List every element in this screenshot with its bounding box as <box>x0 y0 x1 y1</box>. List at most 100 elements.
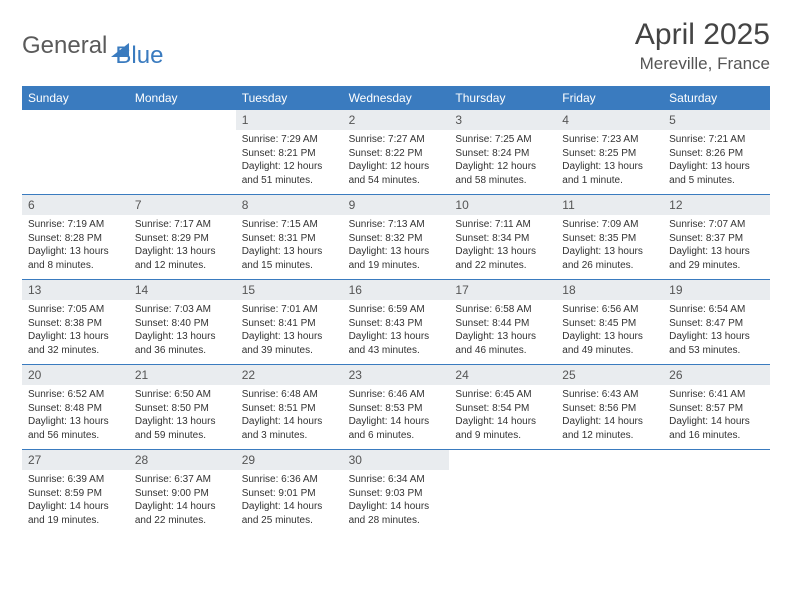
day-cell: 9Sunrise: 7:13 AMSunset: 8:32 PMDaylight… <box>343 195 450 279</box>
daylight-line: Daylight: 13 hours and 1 minute. <box>562 160 657 187</box>
sunrise-line: Sunrise: 6:58 AM <box>455 303 550 317</box>
sunrise-line: Sunrise: 7:09 AM <box>562 218 657 232</box>
day-cell: 13Sunrise: 7:05 AMSunset: 8:38 PMDayligh… <box>22 280 129 364</box>
daylight-line: Daylight: 14 hours and 12 minutes. <box>562 415 657 442</box>
day-number: 11 <box>556 195 663 215</box>
day-number: 30 <box>343 450 450 470</box>
day-cell: 5Sunrise: 7:21 AMSunset: 8:26 PMDaylight… <box>663 110 770 194</box>
day-cell: 8Sunrise: 7:15 AMSunset: 8:31 PMDaylight… <box>236 195 343 279</box>
sunrise-line: Sunrise: 7:03 AM <box>135 303 230 317</box>
sunrise-line: Sunrise: 6:43 AM <box>562 388 657 402</box>
sunset-line: Sunset: 8:37 PM <box>669 232 764 246</box>
day-number: 1 <box>236 110 343 130</box>
sunrise-line: Sunrise: 6:48 AM <box>242 388 337 402</box>
sunrise-line: Sunrise: 7:01 AM <box>242 303 337 317</box>
daylight-line: Daylight: 12 hours and 58 minutes. <box>455 160 550 187</box>
sunrise-line: Sunrise: 6:37 AM <box>135 473 230 487</box>
sunrise-line: Sunrise: 6:54 AM <box>669 303 764 317</box>
day-number: 2 <box>343 110 450 130</box>
daylight-line: Daylight: 13 hours and 46 minutes. <box>455 330 550 357</box>
day-cell: 1 Sunrise: 7:29 AMSunset: 8:21 PMDaylight… <box>236 110 343 194</box>
day-cell: 11Sunrise: 7:09 AMSunset: 8:35 PMDayligh… <box>556 195 663 279</box>
day-cell: 17 Sunrise: 6:58 AMSunset: 8:44 PMDayligh… <box>449 280 556 364</box>
sunset-line: Sunset: 8:56 PM <box>562 402 657 416</box>
daylight-line: Daylight: 13 hours and 8 minutes. <box>28 245 123 272</box>
sunset-line: Sunset: 8:40 PM <box>135 317 230 331</box>
sunset-line: Sunset: 8:59 PM <box>28 487 123 501</box>
sunrise-line: Sunrise: 7:25 AM <box>455 133 550 147</box>
sunrise-line: Sunrise: 6:45 AM <box>455 388 550 402</box>
daylight-line: Daylight: 13 hours and 15 minutes. <box>242 245 337 272</box>
week-row: 6Sunrise: 7:19 AMSunset: 8:28 PMDaylight… <box>22 195 770 280</box>
logo: General Blue <box>22 22 163 70</box>
day-cell: 29Sunrise: 6:36 AMSunset: 9:01 PMDayligh… <box>236 450 343 534</box>
day-number: 25 <box>556 365 663 385</box>
daylight-line: Daylight: 13 hours and 53 minutes. <box>669 330 764 357</box>
daylight-line: Daylight: 13 hours and 49 minutes. <box>562 330 657 357</box>
weekday-wednesday: Wednesday <box>343 86 450 110</box>
empty-cell: . <box>556 450 663 534</box>
sunrise-line: Sunrise: 6:56 AM <box>562 303 657 317</box>
daylight-line: Daylight: 13 hours and 43 minutes. <box>349 330 444 357</box>
daylight-line: Daylight: 12 hours and 51 minutes. <box>242 160 337 187</box>
sunset-line: Sunset: 8:26 PM <box>669 147 764 161</box>
daylight-line: Daylight: 13 hours and 19 minutes. <box>349 245 444 272</box>
daylight-line: Daylight: 14 hours and 22 minutes. <box>135 500 230 527</box>
daylight-line: Daylight: 13 hours and 26 minutes. <box>562 245 657 272</box>
day-number: 29 <box>236 450 343 470</box>
sunset-line: Sunset: 8:44 PM <box>455 317 550 331</box>
sunrise-line: Sunrise: 7:27 AM <box>349 133 444 147</box>
sunrise-line: Sunrise: 7:19 AM <box>28 218 123 232</box>
day-number: 19 <box>663 280 770 300</box>
day-number: 17 <box>449 280 556 300</box>
day-number: 20 <box>22 365 129 385</box>
sunset-line: Sunset: 8:34 PM <box>455 232 550 246</box>
sunrise-line: Sunrise: 7:13 AM <box>349 218 444 232</box>
daylight-line: Daylight: 13 hours and 22 minutes. <box>455 245 550 272</box>
day-cell: 20Sunrise: 6:52 AMSunset: 8:48 PMDayligh… <box>22 365 129 449</box>
sunset-line: Sunset: 8:25 PM <box>562 147 657 161</box>
weekday-tuesday: Tuesday <box>236 86 343 110</box>
sunrise-line: Sunrise: 6:52 AM <box>28 388 123 402</box>
day-cell: 24Sunrise: 6:45 AMSunset: 8:54 PMDayligh… <box>449 365 556 449</box>
sunrise-line: Sunrise: 7:11 AM <box>455 218 550 232</box>
sunrise-line: Sunrise: 6:46 AM <box>349 388 444 402</box>
day-cell: 19Sunrise: 6:54 AMSunset: 8:47 PMDayligh… <box>663 280 770 364</box>
day-cell: 12Sunrise: 7:07 AMSunset: 8:37 PMDayligh… <box>663 195 770 279</box>
daylight-line: Daylight: 13 hours and 5 minutes. <box>669 160 764 187</box>
daylight-line: Daylight: 14 hours and 16 minutes. <box>669 415 764 442</box>
empty-cell: . <box>129 110 236 194</box>
sunset-line: Sunset: 9:00 PM <box>135 487 230 501</box>
daylight-line: Daylight: 13 hours and 32 minutes. <box>28 330 123 357</box>
logo-text-general: General <box>22 32 107 60</box>
day-number: 26 <box>663 365 770 385</box>
sunset-line: Sunset: 8:43 PM <box>349 317 444 331</box>
weekday-monday: Monday <box>129 86 236 110</box>
sunset-line: Sunset: 8:32 PM <box>349 232 444 246</box>
sunset-line: Sunset: 9:03 PM <box>349 487 444 501</box>
day-number: 24 <box>449 365 556 385</box>
sunset-line: Sunset: 8:45 PM <box>562 317 657 331</box>
day-number: 16 <box>343 280 450 300</box>
sunset-line: Sunset: 8:50 PM <box>135 402 230 416</box>
daylight-line: Daylight: 14 hours and 3 minutes. <box>242 415 337 442</box>
day-cell: 22Sunrise: 6:48 AMSunset: 8:51 PMDayligh… <box>236 365 343 449</box>
month-title: April 2025 <box>635 18 770 52</box>
day-cell: 21Sunrise: 6:50 AMSunset: 8:50 PMDayligh… <box>129 365 236 449</box>
sunset-line: Sunset: 8:29 PM <box>135 232 230 246</box>
sunrise-line: Sunrise: 7:29 AM <box>242 133 337 147</box>
sunset-line: Sunset: 9:01 PM <box>242 487 337 501</box>
day-number: 18 <box>556 280 663 300</box>
sunrise-line: Sunrise: 7:21 AM <box>669 133 764 147</box>
daylight-line: Daylight: 13 hours and 56 minutes. <box>28 415 123 442</box>
weekday-header: SundayMondayTuesdayWednesdayThursdayFrid… <box>22 86 770 110</box>
day-number: 27 <box>22 450 129 470</box>
week-row: 27Sunrise: 6:39 AMSunset: 8:59 PMDayligh… <box>22 450 770 534</box>
day-number: 4 <box>556 110 663 130</box>
logo-triangle-icon <box>111 43 129 57</box>
sunset-line: Sunset: 8:21 PM <box>242 147 337 161</box>
day-cell: 16Sunrise: 6:59 AMSunset: 8:43 PMDayligh… <box>343 280 450 364</box>
day-number: 15 <box>236 280 343 300</box>
day-number: 21 <box>129 365 236 385</box>
week-row: 13Sunrise: 7:05 AMSunset: 8:38 PMDayligh… <box>22 280 770 365</box>
